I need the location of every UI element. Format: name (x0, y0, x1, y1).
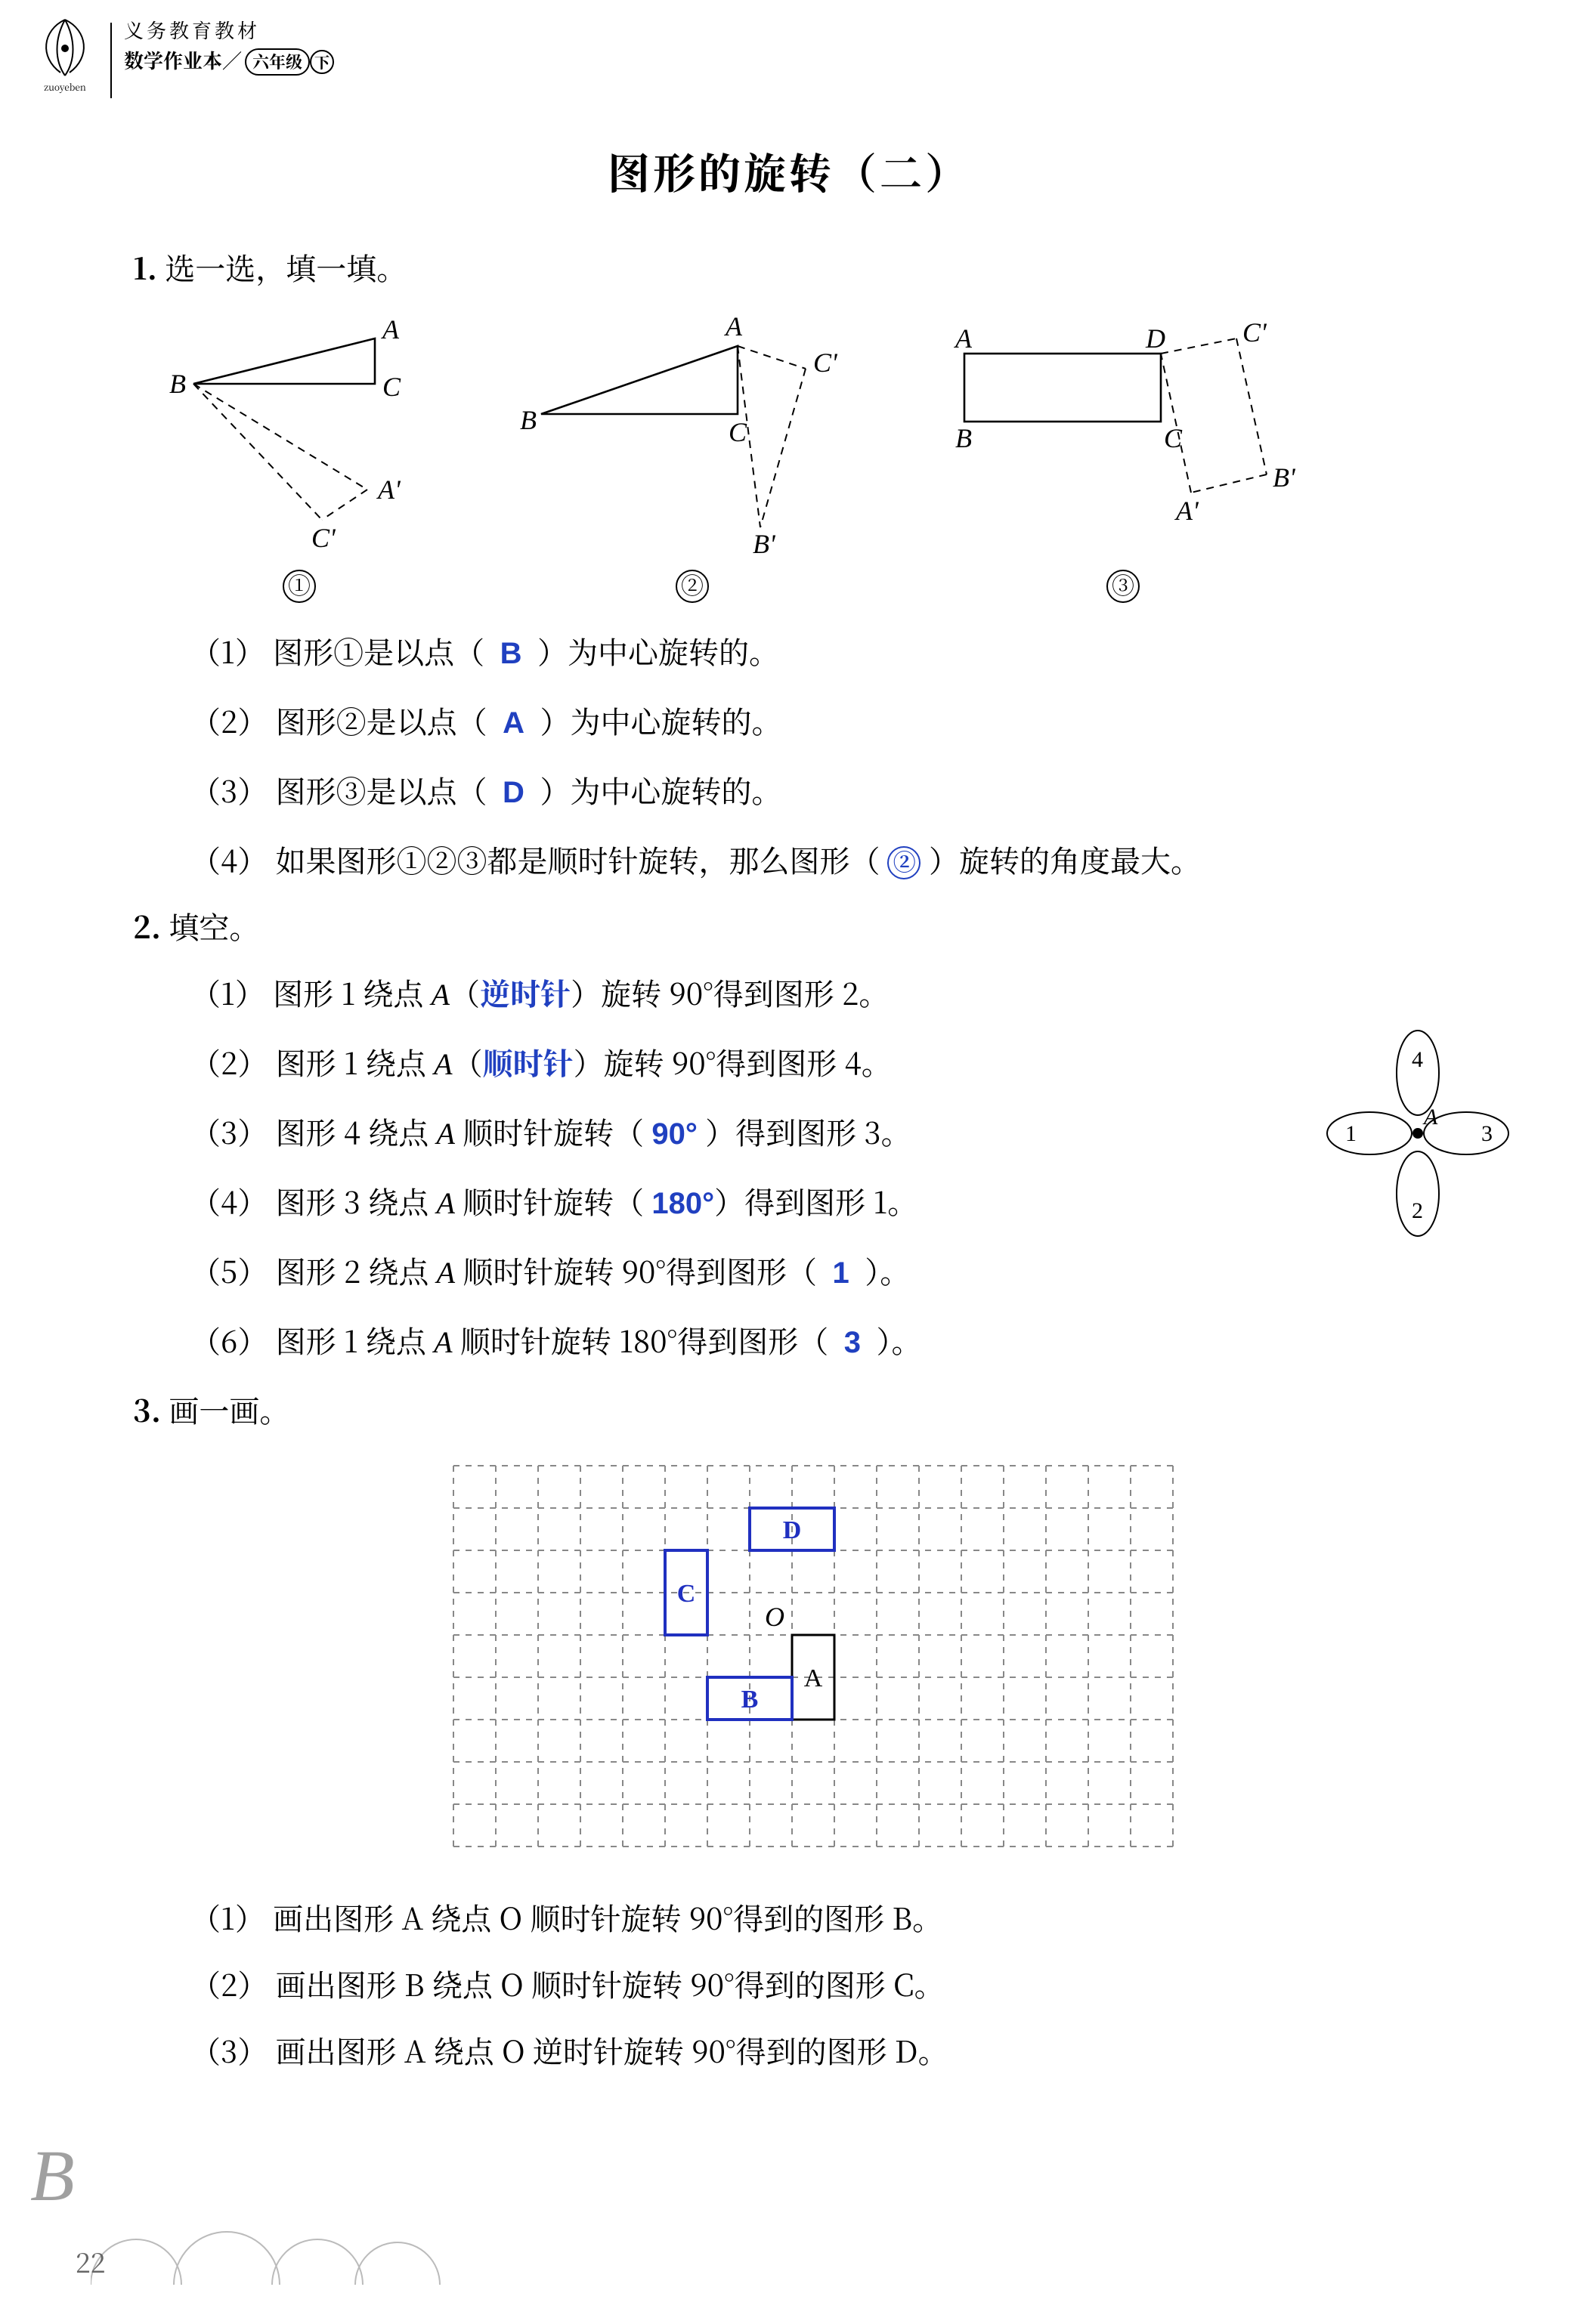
q3-stem: 3. 画一画。 (133, 1384, 1493, 1436)
svg-text:C: C (729, 417, 747, 447)
q3-item2: （2） 画出图形 B 绕点 O 顺时针旋转 90°得到的图形 C。 (190, 1958, 1493, 2010)
svg-text:D: D (1145, 323, 1165, 354)
footer-cloud (91, 2209, 544, 2309)
svg-text:B: B (169, 369, 186, 399)
q1-fig2: A B C C' B' ② (511, 308, 874, 604)
svg-text:A: A (1422, 1105, 1438, 1130)
svg-text:C': C' (1242, 317, 1267, 348)
q1-item2: （2） 图形②是以点（ A ）为中心旋转的。 (190, 695, 1493, 749)
header-divider (110, 23, 112, 98)
svg-text:B': B' (1273, 462, 1296, 493)
q1-fig1: A B C A' C' ① (148, 308, 450, 604)
page-title: 图形的旋转（二） (0, 142, 1578, 202)
svg-text:B: B (955, 423, 972, 453)
svg-text:C: C (677, 1580, 696, 1608)
svg-text:C': C' (311, 523, 336, 553)
q1-figures: A B C A' C' ① A B C C' (148, 308, 1493, 604)
q1-stem: 1. 选一选，填一填。 (133, 242, 1493, 293)
q2-item6: （6） 图形 1 绕点 A 顺时针旋转 180°得到图形（ 3 ）。 (190, 1315, 1493, 1369)
q2-item4: （4） 图形 3 绕点 A 顺时针旋转（ 180°）得到图形 1。 (190, 1176, 1493, 1230)
svg-text:A: A (954, 323, 973, 354)
footer-letter: B (30, 2135, 75, 2218)
svg-text:zuoyeben: zuoyeben (44, 81, 86, 94)
q1-item4: （4） 如果图形①②③都是顺时针旋转，那么图形（ ② ）旋转的角度最大。 (190, 834, 1493, 885)
svg-text:D: D (783, 1516, 802, 1544)
q1-fig3: A B C D C' B' A' ③ (934, 308, 1312, 604)
svg-text:A': A' (376, 474, 401, 505)
q2-item5: （5） 图形 2 绕点 A 顺时针旋转 90°得到图形（ 1 ）。 (190, 1245, 1493, 1300)
q1-item3: （3） 图形③是以点（ D ）为中心旋转的。 (190, 765, 1493, 819)
page-number: 22 (76, 2242, 106, 2282)
header-line2: 数学作业本／六年级下 (124, 45, 334, 76)
content: 1. 选一选，填一填。 A B C A' C' ① (133, 242, 1493, 2091)
svg-text:C: C (382, 372, 401, 402)
svg-text:C: C (1164, 423, 1183, 453)
svg-text:2: 2 (1412, 1198, 1423, 1223)
publisher-logo: zuoyeben (27, 12, 103, 104)
q2-stem: 2. 填空。 (133, 901, 1493, 952)
svg-text:A: A (381, 314, 400, 345)
svg-text:4: 4 (1412, 1047, 1423, 1072)
svg-text:B': B' (753, 529, 776, 559)
svg-text:A: A (804, 1664, 823, 1692)
q2-item2: （2） 图形 1 绕点 A（顺时针）旋转 90°得到图形 4。 (190, 1037, 1493, 1091)
q2-item1: （1） 图形 1 绕点 A（逆时针）旋转 90°得到图形 2。 (190, 967, 1493, 1021)
svg-text:C': C' (813, 348, 838, 378)
svg-text:A': A' (1174, 496, 1199, 526)
svg-text:1: 1 (1345, 1121, 1357, 1146)
q2-petal-figure: 1 2 3 4 A (1312, 1012, 1524, 1263)
q1-item1: （1） 图形①是以点（ B ）为中心旋转的。 (190, 626, 1493, 680)
q3-item3: （3） 画出图形 A 绕点 O 逆时针旋转 90°得到的图形 D。 (190, 2025, 1493, 2076)
svg-text:O: O (765, 1602, 784, 1632)
q3-item1: （1） 画出图形 A 绕点 O 顺时针旋转 90°得到的图形 B。 (190, 1892, 1493, 1943)
svg-text:3: 3 (1481, 1121, 1493, 1146)
svg-text:B: B (520, 405, 537, 435)
q2-item3: （3） 图形 4 绕点 A 顺时针旋转（ 90° ）得到图形 3。 (190, 1106, 1493, 1160)
q3-grid: O A B C D (423, 1451, 1203, 1862)
svg-text:B: B (741, 1686, 759, 1714)
svg-text:A: A (724, 311, 743, 341)
header-line1: 义务教育教材 (124, 15, 260, 44)
